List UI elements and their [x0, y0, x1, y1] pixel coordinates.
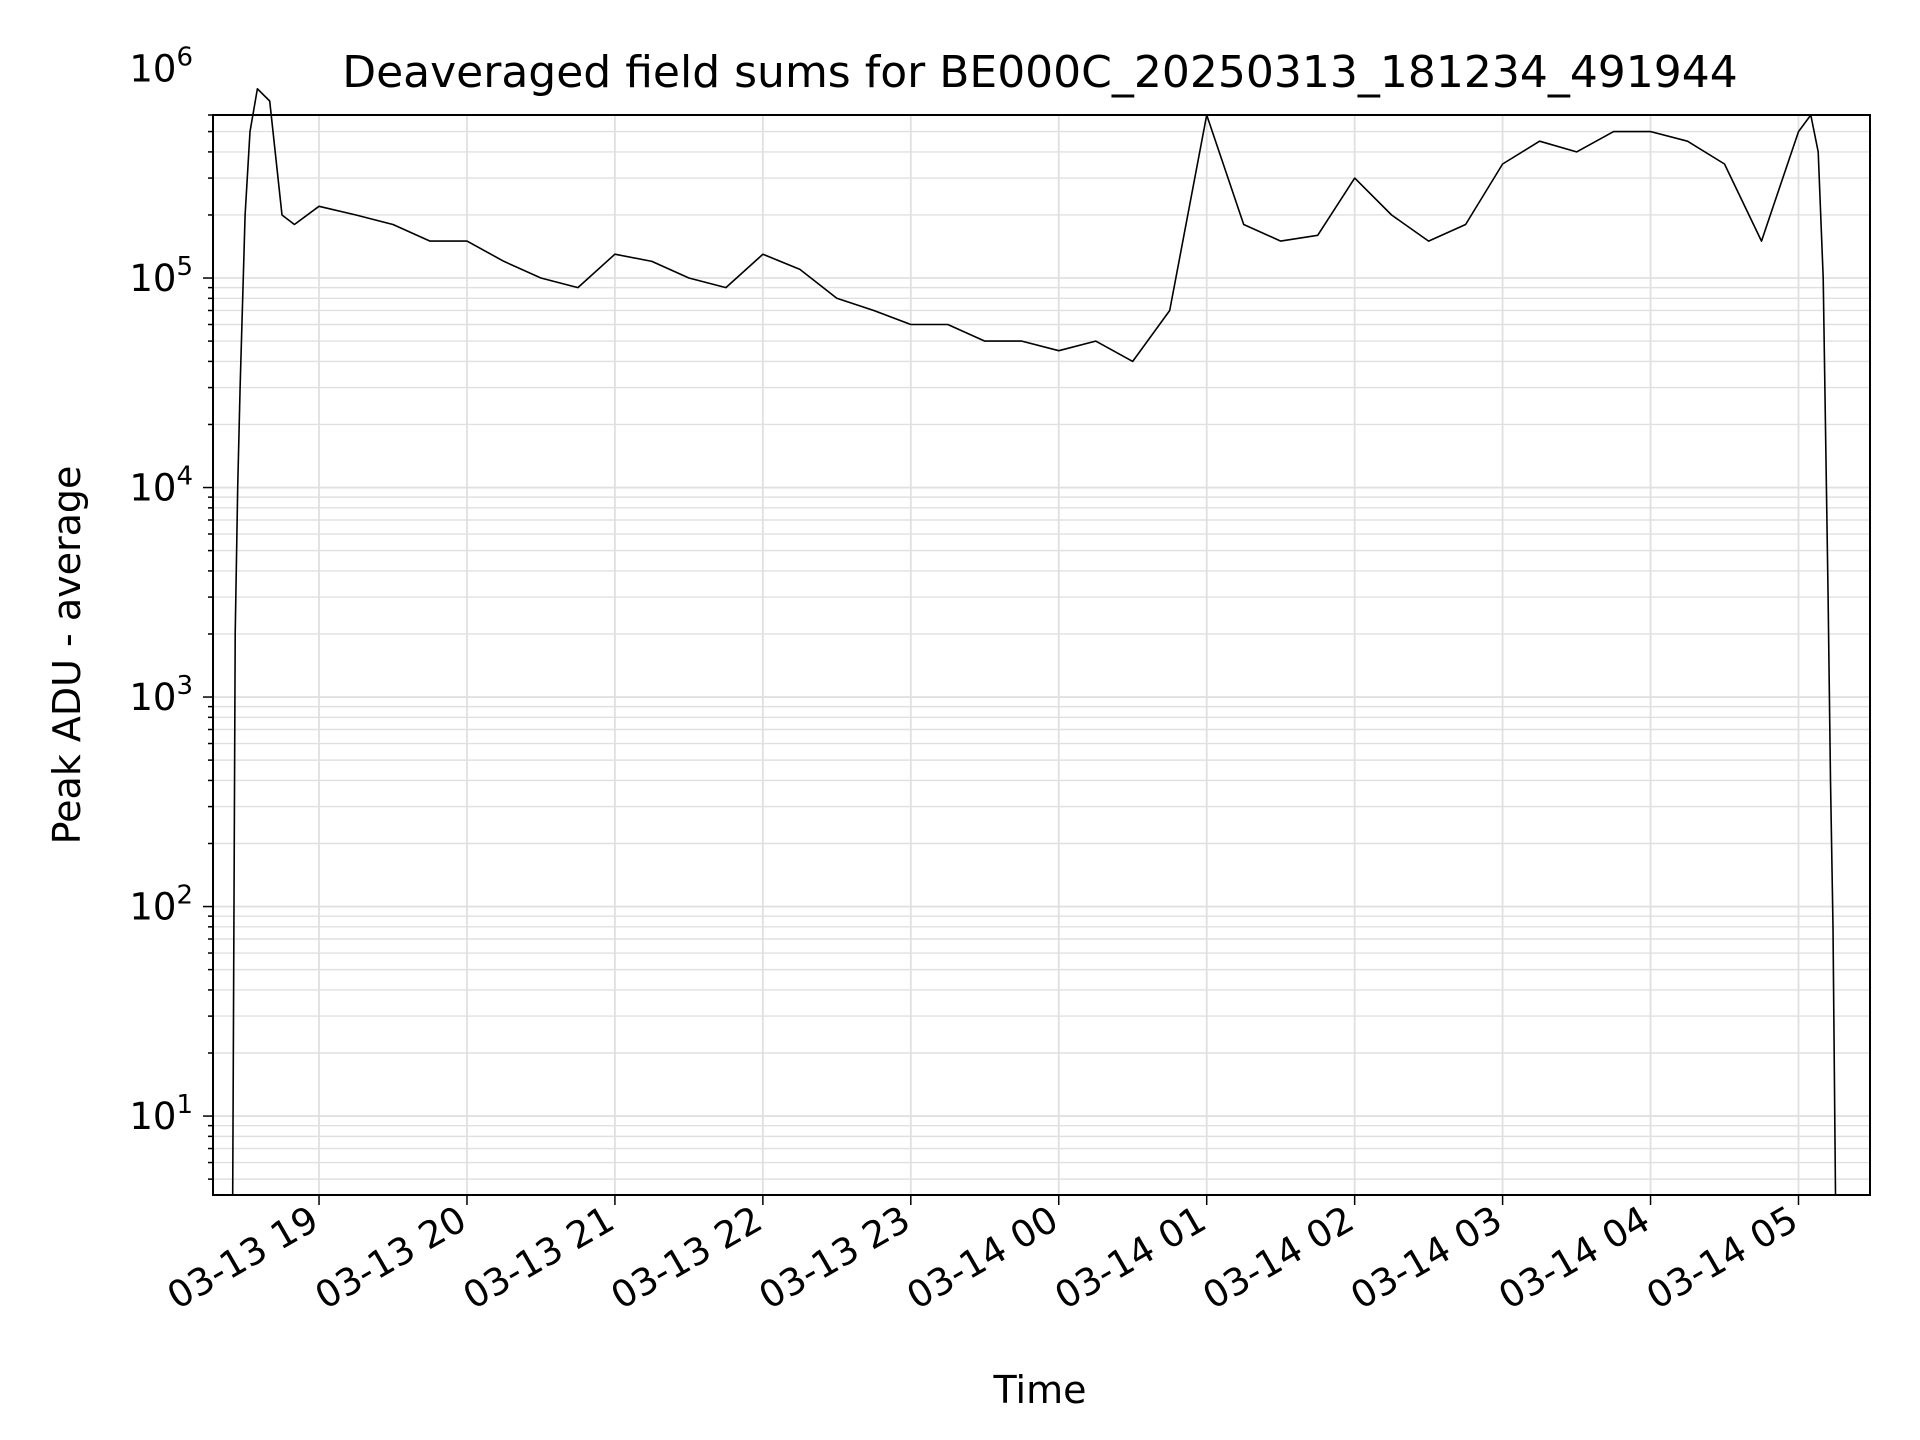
x-tick-label: 03-13 23 [752, 1198, 918, 1318]
x-axis-title: Time [993, 1368, 1087, 1412]
series-layer [231, 88, 1837, 1196]
x-tick-label: 03-13 21 [456, 1198, 622, 1318]
x-tick-label: 03-13 20 [308, 1198, 474, 1318]
y-tick-label: 104 [129, 462, 193, 510]
y-tick-label: 106 [129, 43, 193, 91]
x-tick-label: 03-14 00 [900, 1198, 1066, 1318]
y-tick-label: 101 [129, 1090, 193, 1138]
chart-title: Deaveraged field sums for BE000C_2025031… [342, 47, 1738, 98]
y-axis: 101 102 103 104 105 106 [129, 43, 213, 1180]
y-tick-label: 105 [129, 252, 193, 300]
x-tick-label: 03-14 01 [1048, 1198, 1214, 1318]
series-line [231, 88, 1837, 1196]
x-tick-label: 03-14 03 [1344, 1198, 1510, 1318]
x-tick-label: 03-13 19 [160, 1198, 326, 1318]
x-tick-label: 03-13 22 [604, 1198, 770, 1318]
y-tick-label: 103 [129, 671, 193, 719]
x-tick-label: 03-14 02 [1196, 1198, 1362, 1318]
y-axis-title: Peak ADU - average [45, 466, 89, 845]
x-tick-label: 03-14 05 [1639, 1198, 1805, 1318]
x-tick-label: 03-14 04 [1491, 1198, 1657, 1318]
grid [213, 114, 1870, 1195]
y-tick-label: 102 [129, 881, 193, 929]
plot-frame [212, 114, 1871, 1196]
